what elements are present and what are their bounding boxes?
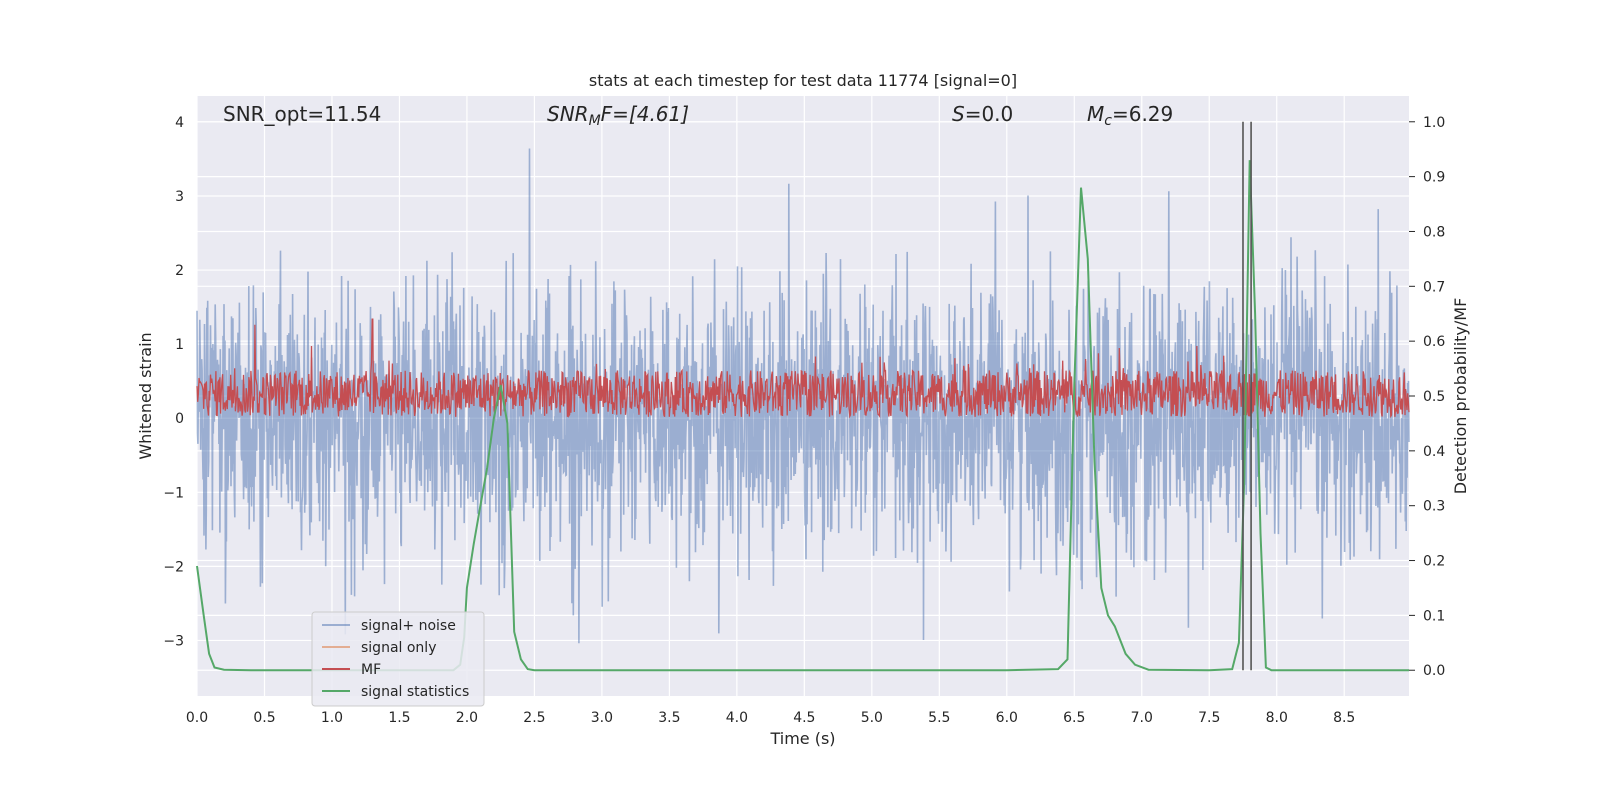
x-axis-label: Time (s) xyxy=(769,729,835,748)
annotation-snr-opt: SNR_opt=11.54 xyxy=(223,102,381,126)
y-axis-left-label: Whitened strain xyxy=(136,332,155,459)
y-left-tick-labels: 4 3 2 1 0 −1 −2 −3 xyxy=(163,115,184,650)
y-right-tick-label: 0.6 xyxy=(1423,334,1445,350)
y-right-tick-label: 0.2 xyxy=(1423,554,1445,570)
y-left-tick-label: −3 xyxy=(163,633,184,649)
x-tick-label: 7.0 xyxy=(1131,710,1153,726)
y-right-tick-label: 0.4 xyxy=(1423,444,1445,460)
series-signal-noise xyxy=(196,148,1410,644)
x-tick-label: 0.5 xyxy=(253,710,275,726)
mf-line xyxy=(196,318,1410,419)
y-left-tick-label: 0 xyxy=(175,411,184,427)
annotation-s: S=0.0 xyxy=(952,102,1013,126)
y-right-tick-label: 0.0 xyxy=(1423,663,1445,679)
x-tick-label: 0.0 xyxy=(186,710,208,726)
y-left-tick-label: −2 xyxy=(163,559,184,575)
y-left-tick-label: 4 xyxy=(175,115,184,131)
x-tick-label: 5.5 xyxy=(928,710,950,726)
legend-label-mf: MF xyxy=(361,662,381,678)
vertical-markers xyxy=(1242,121,1252,671)
annotation-mc: Mc=6.29 xyxy=(1087,102,1173,129)
y-left-tick-label: 2 xyxy=(175,263,184,279)
x-tick-label: 4.0 xyxy=(726,710,748,726)
x-tick-label: 3.5 xyxy=(658,710,680,726)
y-right-ticks: 1.0 0.9 0.8 0.7 0.6 0.5 0.4 0.3 0.2 0.1 0.0 xyxy=(1409,115,1445,679)
legend: signal+ noise signal only MF signal stat… xyxy=(311,611,485,707)
y-right-tick-label: 0.1 xyxy=(1423,608,1445,624)
y-right-tick-label: 0.3 xyxy=(1423,499,1445,515)
y-right-tick-label: 0.5 xyxy=(1423,389,1445,405)
legend-box xyxy=(311,611,485,707)
x-tick-label: 5.0 xyxy=(861,710,883,726)
annotation-snr-mf: SNRMF=[4.61] xyxy=(547,102,689,129)
y-right-tick-label: 1.0 xyxy=(1423,115,1445,131)
legend-label-signal-noise: signal+ noise xyxy=(361,618,456,634)
x-tick-label: 1.0 xyxy=(321,710,343,726)
x-tick-label: 2.5 xyxy=(523,710,545,726)
legend-label-signal-only: signal only xyxy=(361,640,436,656)
y-left-tick-label: 3 xyxy=(175,189,184,205)
x-tick-label: 4.5 xyxy=(793,710,815,726)
chart-title: stats at each timestep for test data 117… xyxy=(589,71,1017,90)
signal-noise-line xyxy=(196,148,1410,644)
x-tick-labels: 0.0 0.5 1.0 1.5 2.0 2.5 3.0 3.5 4.0 4.5 5.0 5.5 6.0 6… xyxy=(186,710,1355,726)
x-tick-label: 1.5 xyxy=(388,710,410,726)
x-tick-label: 8.0 xyxy=(1266,710,1288,726)
y-right-tick-label: 0.7 xyxy=(1423,279,1445,295)
y-right-tick-label: 0.8 xyxy=(1423,224,1445,240)
x-tick-label: 2.0 xyxy=(456,710,478,726)
x-tick-label: 8.5 xyxy=(1333,710,1355,726)
y-left-tick-label: −1 xyxy=(163,485,184,501)
series-mf xyxy=(196,318,1410,419)
x-tick-label: 3.0 xyxy=(591,710,613,726)
x-tick-label: 6.5 xyxy=(1063,710,1085,726)
x-tick-label: 7.5 xyxy=(1198,710,1220,726)
y-left-tick-label: 1 xyxy=(175,337,184,353)
x-tick-label: 6.0 xyxy=(996,710,1018,726)
y-right-tick-label: 0.9 xyxy=(1423,170,1445,186)
legend-label-signal-statistics: signal statistics xyxy=(361,684,469,700)
y-axis-right-label: Detection probability/MF xyxy=(1451,298,1470,495)
